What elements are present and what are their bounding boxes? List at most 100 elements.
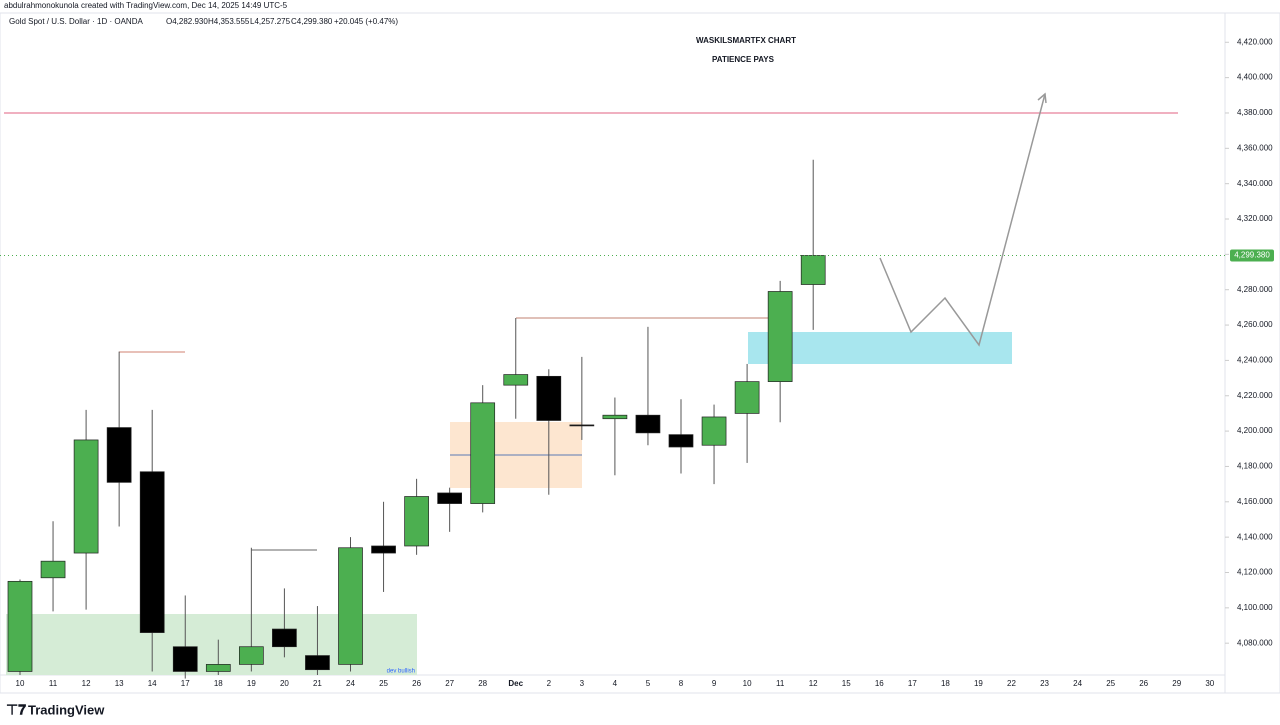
x-tick-label: 15 <box>842 679 851 688</box>
x-tick-label: 19 <box>974 679 983 688</box>
ohlc-high: H4,353.555 <box>208 17 250 26</box>
brand: ⊤𝟕 TradingView <box>6 702 105 718</box>
x-tick-label: 2 <box>547 679 552 688</box>
y-tick-label: 4,420.000 <box>1237 37 1273 46</box>
candle-body <box>172 646 198 672</box>
chart-subtitle: PATIENCE PAYS <box>712 55 775 64</box>
x-tick-label: 26 <box>412 679 421 688</box>
zone-label: dev bullish <box>387 669 415 675</box>
y-tick-label: 4,400.000 <box>1237 73 1273 82</box>
y-tick-label: 4,360.000 <box>1237 143 1273 152</box>
x-tick-label: 20 <box>280 679 289 688</box>
projection-path <box>879 93 1046 347</box>
x-tick-label: 10 <box>16 679 25 688</box>
x-tick-label: 28 <box>478 679 487 688</box>
y-tick-label: 4,140.000 <box>1237 532 1273 541</box>
candle-body <box>272 628 297 648</box>
x-tick-label: 22 <box>1007 679 1016 688</box>
candle-body <box>371 545 396 554</box>
y-tick-label: 4,240.000 <box>1237 356 1273 365</box>
x-tick-label: 12 <box>809 679 818 688</box>
author-line: abdulrahmonokunola created with TradingV… <box>4 1 288 10</box>
last-price-box <box>1230 249 1274 262</box>
x-tick-label: 14 <box>148 679 157 688</box>
candle-body <box>239 646 264 665</box>
last-price-label: 4,299.380 <box>1234 251 1270 260</box>
candle-body <box>139 471 165 633</box>
candle-body <box>569 424 595 427</box>
x-tick-label: 29 <box>1172 679 1181 688</box>
x-tick-label: 16 <box>875 679 884 688</box>
ohlc-open: O4,282.930 <box>166 17 208 26</box>
x-tick-label: 25 <box>379 679 388 688</box>
x-tick-label: 8 <box>679 679 684 688</box>
frame <box>0 12 1280 694</box>
y-tick-label: 4,320.000 <box>1237 214 1273 223</box>
candle-body <box>536 375 562 421</box>
x-tick-label: 25 <box>1106 679 1115 688</box>
y-tick-label: 4,100.000 <box>1237 603 1273 612</box>
projection-arrow <box>1037 92 1047 104</box>
x-tick-label: 24 <box>1073 679 1082 688</box>
x-tick-label: Dec <box>508 679 523 688</box>
candle-body <box>106 427 132 483</box>
y-tick-label: 4,280.000 <box>1237 285 1273 294</box>
candle-body <box>338 547 363 665</box>
chart-title: WASKILSMARTFX CHART <box>696 36 796 45</box>
change: +20.045 (+0.47%) <box>334 17 398 26</box>
x-tick-label: 13 <box>115 679 124 688</box>
x-tick-label: 9 <box>712 679 717 688</box>
drawings: dev bullish <box>4 92 1178 675</box>
y-tick-label: 4,260.000 <box>1237 320 1273 329</box>
candle-body <box>437 492 462 504</box>
logo-mark: ⊤𝟕 <box>6 702 26 718</box>
x-tick-label: 5 <box>646 679 651 688</box>
candle-body <box>701 416 727 446</box>
candle-body <box>40 560 66 579</box>
y-tick-label: 4,200.000 <box>1237 426 1273 435</box>
x-tick-label: 21 <box>313 679 322 688</box>
ohlc-close: C4,299.380 <box>291 17 333 26</box>
candle-body <box>305 655 330 671</box>
candle-body <box>205 664 231 672</box>
candle-body <box>404 496 429 547</box>
candle-body <box>800 255 826 285</box>
candle-body <box>470 402 496 504</box>
x-tick-label: 23 <box>1040 679 1049 688</box>
brand-name: TradingView <box>28 702 105 717</box>
candle-body <box>503 374 529 386</box>
symbol: Gold Spot / U.S. Dollar · 1D · OANDA <box>9 17 143 26</box>
candle-body <box>635 414 661 434</box>
y-tick-label: 4,180.000 <box>1237 462 1273 471</box>
candle-body <box>668 434 694 448</box>
x-tick-label: 19 <box>247 679 256 688</box>
y-tick-label: 4,160.000 <box>1237 497 1273 506</box>
candles <box>7 159 826 679</box>
x-tick-label: 10 <box>743 679 752 688</box>
legend: Gold Spot / U.S. Dollar · 1D · OANDA O4,… <box>9 17 398 26</box>
x-tick-label: 4 <box>613 679 618 688</box>
candle-body <box>7 580 33 672</box>
candle-body <box>767 291 793 382</box>
x-tick-label: 17 <box>908 679 917 688</box>
ohlc-low: L4,257.275 <box>250 17 291 26</box>
y-tick-label: 4,340.000 <box>1237 179 1273 188</box>
y-tick-label: 4,380.000 <box>1237 108 1273 117</box>
x-tick-label: 18 <box>941 679 950 688</box>
y-tick-label: 4,080.000 <box>1237 638 1273 647</box>
x-tick-label: 24 <box>346 679 355 688</box>
x-tick-label: 18 <box>214 679 223 688</box>
candle-body <box>734 381 760 414</box>
x-tick-label: 27 <box>445 679 454 688</box>
candle-body <box>602 414 628 420</box>
x-tick-label: 30 <box>1205 679 1214 688</box>
x-tick-label: 11 <box>776 679 785 688</box>
x-tick-label: 12 <box>82 679 91 688</box>
x-tick-label: 11 <box>49 679 58 688</box>
x-tick-label: 3 <box>580 679 585 688</box>
candle-body <box>73 439 99 554</box>
y-tick-label: 4,220.000 <box>1237 391 1273 400</box>
x-tick-label: 26 <box>1139 679 1148 688</box>
x-tick-label: 17 <box>181 679 190 688</box>
